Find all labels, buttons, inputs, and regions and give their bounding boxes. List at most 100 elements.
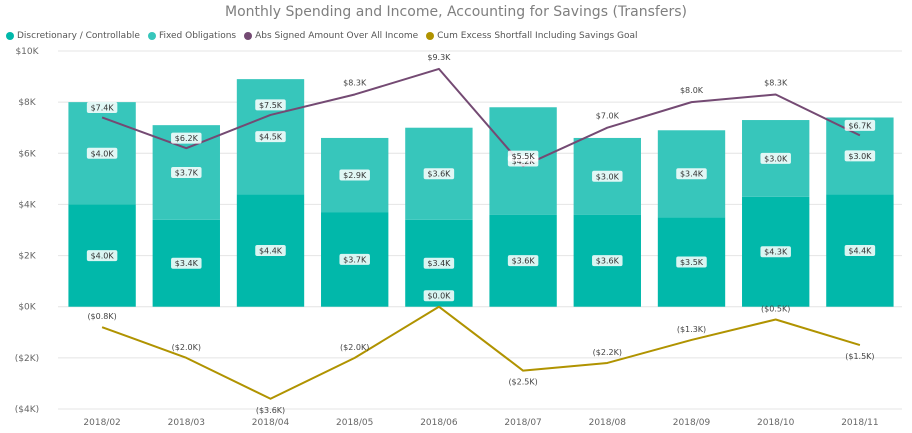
data-label-cum: ($0.5K)	[761, 305, 790, 314]
data-label-abs: $8.3K	[343, 78, 367, 87]
x-tick-label: 2018/03	[168, 418, 205, 428]
data-label-abs: $8.0K	[680, 86, 704, 95]
data-label-fixed-bg	[171, 166, 202, 178]
line-abs-signed	[101, 67, 861, 168]
data-label-abs-text: $6.7K	[848, 121, 872, 130]
y-tick-label: $0K	[18, 303, 36, 313]
x-tick-label: 2018/07	[504, 418, 541, 428]
data-label-fixed-text: $4.0K	[91, 149, 115, 158]
y-tick-label: ($4K)	[15, 405, 39, 415]
data-label-abs: $7.0K	[596, 112, 620, 121]
y-tick-label: $8K	[18, 98, 36, 108]
data-label-fixed-text: $3.0K	[848, 152, 872, 161]
data-label-fixed-bg	[255, 131, 286, 143]
data-label-discretionary: $3.4K	[423, 257, 455, 269]
data-label-fixed-bg	[760, 152, 791, 164]
data-label-discretionary: $4.0K	[86, 250, 118, 262]
data-label-discretionary: $4.3K	[760, 246, 791, 258]
y-tick-label: $2K	[18, 252, 36, 262]
legend-label: Cum Excess Shortfall Including Savings G…	[437, 31, 638, 41]
legend-dot-icon	[147, 32, 156, 40]
data-label-fixed: $3.0K	[592, 170, 623, 182]
data-label-discretionary-bg	[423, 257, 455, 269]
y-tick-label: ($2K)	[15, 354, 39, 364]
data-label-discretionary-text: $4.4K	[259, 246, 283, 255]
data-label-cum-bg	[423, 290, 455, 302]
data-label-fixed-bg	[676, 168, 707, 180]
data-label-cum-text: $0.0K	[427, 292, 451, 301]
data-label-fixed: $3.0K	[760, 152, 791, 164]
data-label-discretionary-text: $3.4K	[427, 259, 451, 268]
data-label-fixed-text: $3.0K	[764, 154, 788, 163]
data-label-abs: $6.7K	[844, 119, 876, 131]
data-label-abs-text: $7.4K	[91, 103, 115, 112]
data-label-discretionary: $3.6K	[507, 255, 539, 267]
data-label-abs: $9.3K	[427, 53, 451, 62]
data-label-discretionary-text: $4.3K	[764, 248, 788, 257]
data-label-discretionary: $3.7K	[339, 253, 370, 265]
data-label-fixed: $3.6K	[423, 168, 455, 180]
data-label-fixed: $4.5K	[255, 131, 286, 143]
data-label-fixed: $3.0K	[844, 150, 876, 162]
data-label-discretionary: $3.5K	[676, 256, 707, 268]
data-label-abs: $5.5K	[507, 150, 539, 162]
data-label-abs-text: $5.5K	[512, 152, 536, 161]
data-label-abs-bg	[507, 150, 539, 162]
x-tick-label: 2018/09	[673, 418, 711, 428]
data-label-discretionary-bg	[86, 250, 118, 262]
data-label-discretionary-bg	[507, 255, 539, 267]
data-label-cum: ($3.6K)	[256, 406, 285, 415]
data-label-fixed: $3.7K	[171, 166, 202, 178]
data-label-discretionary-bg	[676, 256, 707, 268]
data-label-discretionary-bg	[255, 244, 286, 256]
data-label-fixed-bg	[86, 147, 118, 159]
data-label-fixed-text: $2.9K	[343, 171, 367, 180]
legend-item-discretionary[interactable]: Discretionary / Controllable	[6, 31, 140, 41]
data-label-abs-text: $7.5K	[259, 101, 283, 110]
data-label-cum: ($1.3K)	[677, 325, 706, 334]
x-tick-label: 2018/05	[336, 418, 373, 428]
data-label-cum: ($2.0K)	[172, 343, 201, 352]
data-label-abs-text: $6.2K	[175, 134, 199, 143]
legend-dot-icon	[244, 32, 253, 40]
data-label-fixed-bg	[592, 170, 623, 182]
legend-item-cum-excess[interactable]: Cum Excess Shortfall Including Savings G…	[426, 31, 638, 41]
data-label-discretionary: $3.4K	[171, 257, 202, 269]
data-label-cum: ($2.2K)	[593, 348, 622, 357]
legend-label: Abs Signed Amount Over All Income	[255, 31, 419, 41]
data-label-fixed: $3.4K	[676, 168, 707, 180]
data-label-discretionary-text: $3.4K	[175, 259, 199, 268]
data-label-cum: ($2.0K)	[340, 343, 369, 352]
legend-item-abs-signed[interactable]: Abs Signed Amount Over All Income	[244, 31, 418, 41]
data-label-fixed: $4.0K	[86, 147, 118, 159]
data-label-abs-bg	[255, 99, 286, 111]
data-label-discretionary: $4.4K	[255, 244, 286, 256]
x-tick-label: 2018/02	[83, 418, 120, 428]
data-label-discretionary-bg	[339, 253, 370, 265]
data-label-fixed-text: $3.6K	[427, 170, 451, 179]
y-tick-label: $10K	[15, 47, 39, 57]
data-label-fixed-text: $4.5K	[259, 133, 283, 142]
data-label-discretionary-bg	[844, 244, 876, 256]
data-label-discretionary-text: $4.4K	[848, 246, 872, 255]
data-label-discretionary-text: $3.5K	[680, 258, 704, 267]
data-label-abs: $6.2K	[171, 132, 202, 144]
data-label-fixed: $2.9K	[339, 169, 370, 181]
data-label-cum: ($2.5K)	[508, 378, 537, 387]
data-label-cum: ($0.8K)	[87, 312, 116, 321]
data-label-discretionary: $4.4K	[844, 244, 876, 256]
legend: Discretionary / Controllable Fixed Oblig…	[6, 29, 646, 43]
data-label-abs: $8.3K	[764, 78, 788, 87]
data-label-fixed-text: $3.0K	[596, 172, 620, 181]
data-label-abs: $7.4K	[86, 101, 118, 113]
x-tick-label: 2018/08	[589, 418, 627, 428]
data-label-fixed-bg	[423, 168, 455, 180]
legend-item-fixed[interactable]: Fixed Obligations	[147, 31, 236, 41]
data-label-abs-bg	[86, 101, 118, 113]
data-label-discretionary-text: $3.7K	[343, 255, 367, 264]
chart-title: Monthly Spending and Income, Accounting …	[225, 4, 687, 20]
data-label-discretionary-bg	[171, 257, 202, 269]
data-label-cum: ($1.5K)	[845, 352, 874, 361]
